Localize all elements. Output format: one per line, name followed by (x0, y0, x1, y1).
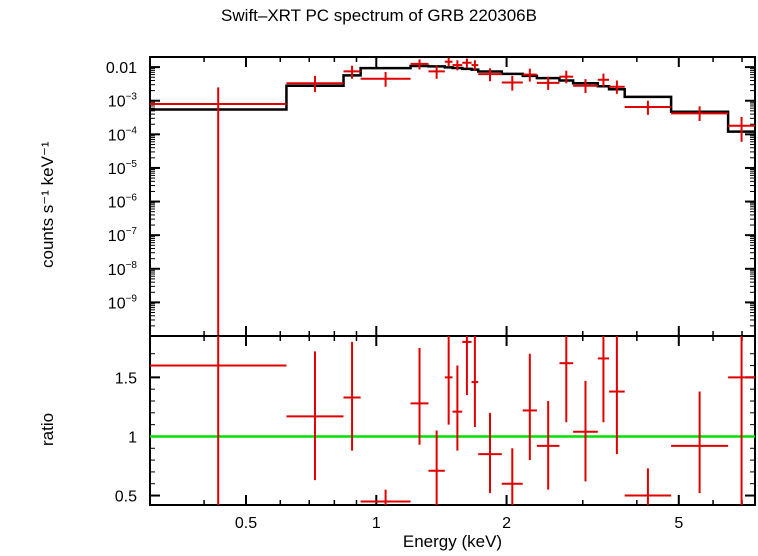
y-tick-label: 10−6 (108, 193, 138, 212)
ratio-y-axis-label: ratio (38, 412, 57, 446)
ratio-panel: 0.5 1 1.5 0.5 1 2 5 (115, 335, 756, 532)
y-tick-label: 0.01 (106, 60, 137, 77)
y-tick-label: 10−5 (108, 159, 138, 178)
x-tick-label: 2 (502, 515, 511, 532)
y-tick-label: 1 (128, 429, 137, 446)
y-tick-label: 1.5 (115, 370, 137, 387)
spectrum-panel: 0.01 10−3 10−4 10−5 10−6 10−7 10−8 10−9 (106, 56, 756, 337)
chart-title: Swift–XRT PC spectrum of GRB 220306B (221, 6, 537, 25)
y-tick-label: 10−4 (108, 125, 138, 144)
model-step-line (150, 64, 755, 133)
y-tick-exponent: −6 (126, 193, 138, 204)
plot-frame (149, 335, 756, 506)
y-tick-label: 10−8 (108, 260, 138, 279)
y-tick-exponent: −4 (126, 125, 138, 136)
y-tick-label: 0.5 (115, 489, 137, 506)
x-tick-label: 5 (674, 515, 683, 532)
spectrum-y-axis-label: counts s⁻¹ keV⁻¹ (38, 141, 57, 268)
y-tick-exponent: −8 (126, 260, 138, 271)
y-tick-exponent: −7 (126, 226, 138, 237)
plot-frame (149, 56, 756, 337)
y-tick-exponent: −5 (126, 159, 138, 170)
y-tick-label: 10−7 (108, 226, 138, 245)
x-axis-label: Energy (keV) (402, 532, 503, 551)
x-tick-label: 0.5 (235, 515, 257, 532)
x-tick-label: 1 (372, 515, 381, 532)
y-tick-label: 10−9 (108, 293, 138, 312)
y-tick-exponent: −3 (126, 92, 138, 103)
y-tick-exponent: −9 (126, 293, 138, 304)
y-tick-label: 10−3 (108, 92, 138, 111)
